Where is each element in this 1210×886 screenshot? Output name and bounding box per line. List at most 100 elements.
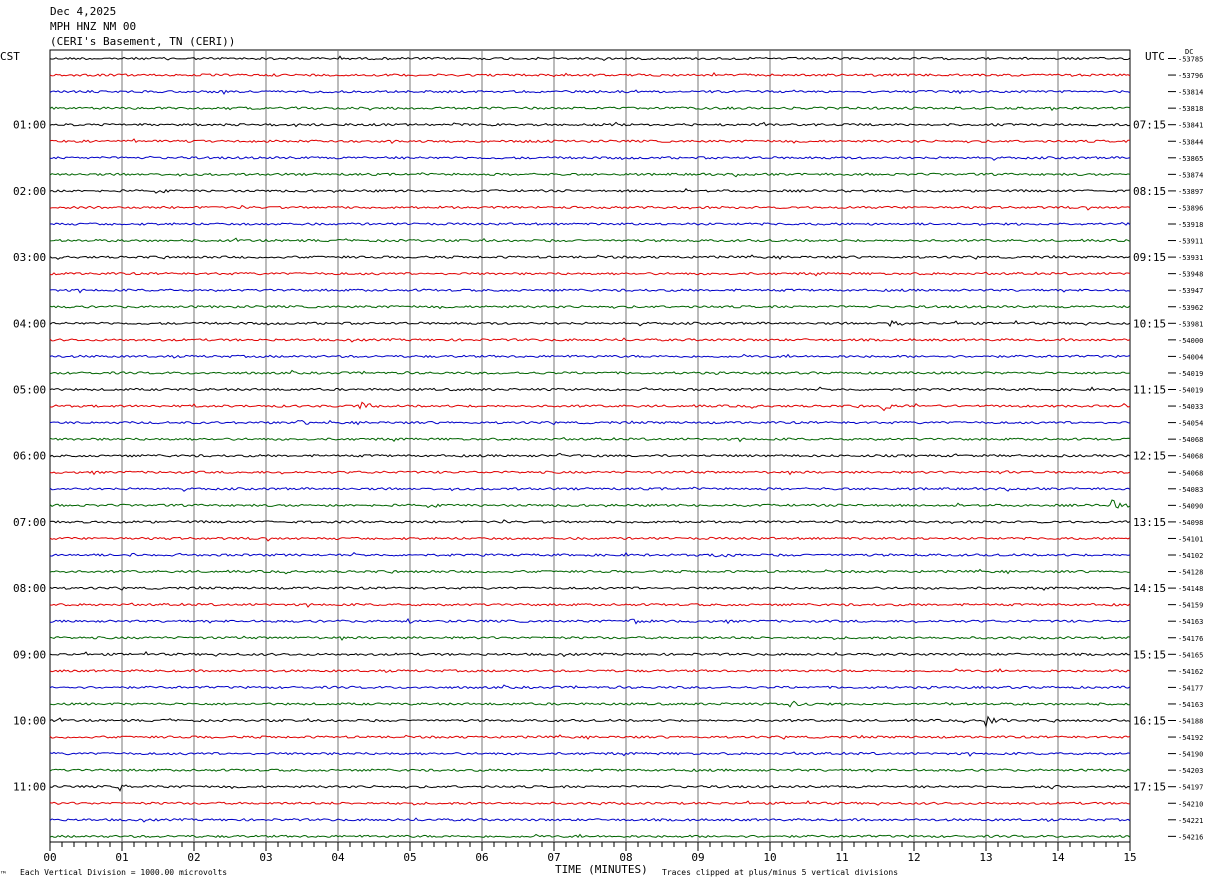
x-tick-label: 10 bbox=[763, 851, 776, 864]
left-hour-label: 06:00 bbox=[13, 450, 46, 463]
trace-27 bbox=[49, 486, 1131, 492]
dc-offset-label: -54210 bbox=[1178, 800, 1203, 808]
scale-note: Each Vertical Division = 1000.00 microvo… bbox=[20, 868, 228, 877]
dc-offset-label: -54192 bbox=[1178, 734, 1203, 742]
trace-12 bbox=[49, 237, 1131, 243]
left-hour-label: 05:00 bbox=[13, 384, 46, 397]
right-hour-label: 10:15 bbox=[1133, 317, 1166, 330]
dc-offset-label: -54203 bbox=[1178, 767, 1203, 775]
left-hour-label: 07:00 bbox=[13, 516, 46, 529]
x-tick-label: 06 bbox=[475, 851, 488, 864]
trace-34 bbox=[49, 602, 1131, 608]
trace-41 bbox=[49, 715, 1131, 729]
dc-offset-label: -54098 bbox=[1178, 519, 1203, 527]
left-hour-label: 11:00 bbox=[13, 781, 46, 794]
dc-offset-label: -53874 bbox=[1178, 171, 1203, 179]
dc-offset-label: -54000 bbox=[1178, 337, 1203, 345]
trace-11 bbox=[49, 222, 1131, 227]
dc-offset-label: -54165 bbox=[1178, 651, 1203, 659]
dc-offset-label: -54054 bbox=[1178, 420, 1203, 428]
dc-offset-label: -54033 bbox=[1178, 403, 1203, 411]
dc-offset-label: -54190 bbox=[1178, 751, 1203, 759]
left-hour-label: 04:00 bbox=[13, 317, 46, 330]
dc-offset-label: -53962 bbox=[1178, 304, 1203, 312]
trace-25 bbox=[49, 452, 1131, 458]
dc-offset-label: -54004 bbox=[1178, 353, 1203, 361]
trace-35 bbox=[49, 618, 1130, 625]
dc-offset-label: -54176 bbox=[1178, 635, 1203, 643]
right-hour-label: 15:15 bbox=[1133, 648, 1166, 661]
trace-36 bbox=[49, 635, 1131, 641]
trace-37 bbox=[49, 651, 1130, 658]
trace-17 bbox=[49, 319, 1131, 328]
header-date: Dec 4,2025 bbox=[50, 5, 117, 18]
dc-label: DC bbox=[1185, 48, 1194, 56]
x-tick-label: 04 bbox=[331, 851, 345, 864]
right-hour-label: 08:15 bbox=[1133, 185, 1166, 198]
trace-3 bbox=[49, 89, 1131, 95]
right-hour-label: 11:15 bbox=[1133, 384, 1166, 397]
dc-offset-label: -53911 bbox=[1178, 238, 1203, 246]
dc-offset-label: -54177 bbox=[1178, 684, 1203, 692]
trace-21 bbox=[49, 386, 1131, 392]
dc-offset-label: -53785 bbox=[1178, 56, 1203, 64]
trace-46 bbox=[49, 800, 1131, 806]
dc-offset-label: -53814 bbox=[1178, 89, 1203, 97]
x-tick-label: 13 bbox=[979, 851, 992, 864]
dc-offset-label: -54216 bbox=[1178, 833, 1203, 841]
trace-43 bbox=[49, 751, 1131, 757]
trace-19 bbox=[49, 353, 1131, 359]
trace-31 bbox=[49, 551, 1131, 558]
dc-offset-label: -53841 bbox=[1178, 122, 1203, 130]
trace-18 bbox=[49, 337, 1131, 343]
trace-45 bbox=[49, 784, 1131, 792]
x-tick-label: 00 bbox=[43, 851, 56, 864]
left-hour-label: 02:00 bbox=[13, 185, 46, 198]
trace-32 bbox=[49, 568, 1131, 575]
dc-offset-label: -53796 bbox=[1178, 72, 1203, 80]
x-tick-label: 05 bbox=[403, 851, 416, 864]
x-tick-label: 15 bbox=[1123, 851, 1136, 864]
dc-offset-label: -54068 bbox=[1178, 436, 1203, 444]
trace-39 bbox=[49, 684, 1131, 690]
dc-offset-label: -53981 bbox=[1178, 320, 1203, 328]
dc-offset-label: -54102 bbox=[1178, 552, 1203, 560]
right-timezone-label: UTC bbox=[1145, 50, 1165, 63]
x-tick-label: 11 bbox=[835, 851, 848, 864]
dc-offset-label: -53896 bbox=[1178, 204, 1203, 212]
trace-10 bbox=[49, 204, 1131, 211]
x-tick-label: 12 bbox=[907, 851, 920, 864]
trace-4 bbox=[49, 106, 1131, 112]
trace-5 bbox=[49, 121, 1131, 128]
x-axis-title: TIME (MINUTES) bbox=[555, 863, 648, 876]
trace-40 bbox=[49, 700, 1131, 708]
trace-7 bbox=[49, 155, 1131, 161]
trace-16 bbox=[49, 304, 1131, 310]
x-tick-label: 02 bbox=[187, 851, 200, 864]
dc-offset-label: -54188 bbox=[1178, 718, 1203, 726]
dc-offset-label: -54163 bbox=[1178, 618, 1203, 626]
trace-14 bbox=[49, 271, 1131, 277]
dc-offset-label: -53818 bbox=[1178, 105, 1203, 113]
left-hour-label: 01:00 bbox=[13, 119, 46, 132]
trace-26 bbox=[49, 470, 1131, 476]
dc-offset-label: -53918 bbox=[1178, 221, 1203, 229]
x-tick-label: 14 bbox=[1051, 851, 1065, 864]
dc-offset-label: -54090 bbox=[1178, 502, 1203, 510]
trace-30 bbox=[49, 536, 1131, 542]
dc-offset-label: -53947 bbox=[1178, 287, 1203, 295]
trace-23 bbox=[49, 419, 1131, 426]
left-timezone-label: CST bbox=[0, 50, 20, 63]
dc-offset-label: -54163 bbox=[1178, 701, 1203, 709]
right-hour-label: 13:15 bbox=[1133, 516, 1166, 529]
trace-44 bbox=[49, 768, 1131, 773]
x-tick-label: 07 bbox=[547, 851, 560, 864]
trace-1 bbox=[49, 55, 1131, 62]
trace-33 bbox=[49, 585, 1131, 591]
trace-48 bbox=[49, 833, 1131, 839]
trace-24 bbox=[49, 437, 1131, 443]
corner-mark: ™ bbox=[1, 870, 6, 879]
dc-offset-label: -54159 bbox=[1178, 602, 1203, 610]
right-hour-label: 16:15 bbox=[1133, 715, 1166, 728]
